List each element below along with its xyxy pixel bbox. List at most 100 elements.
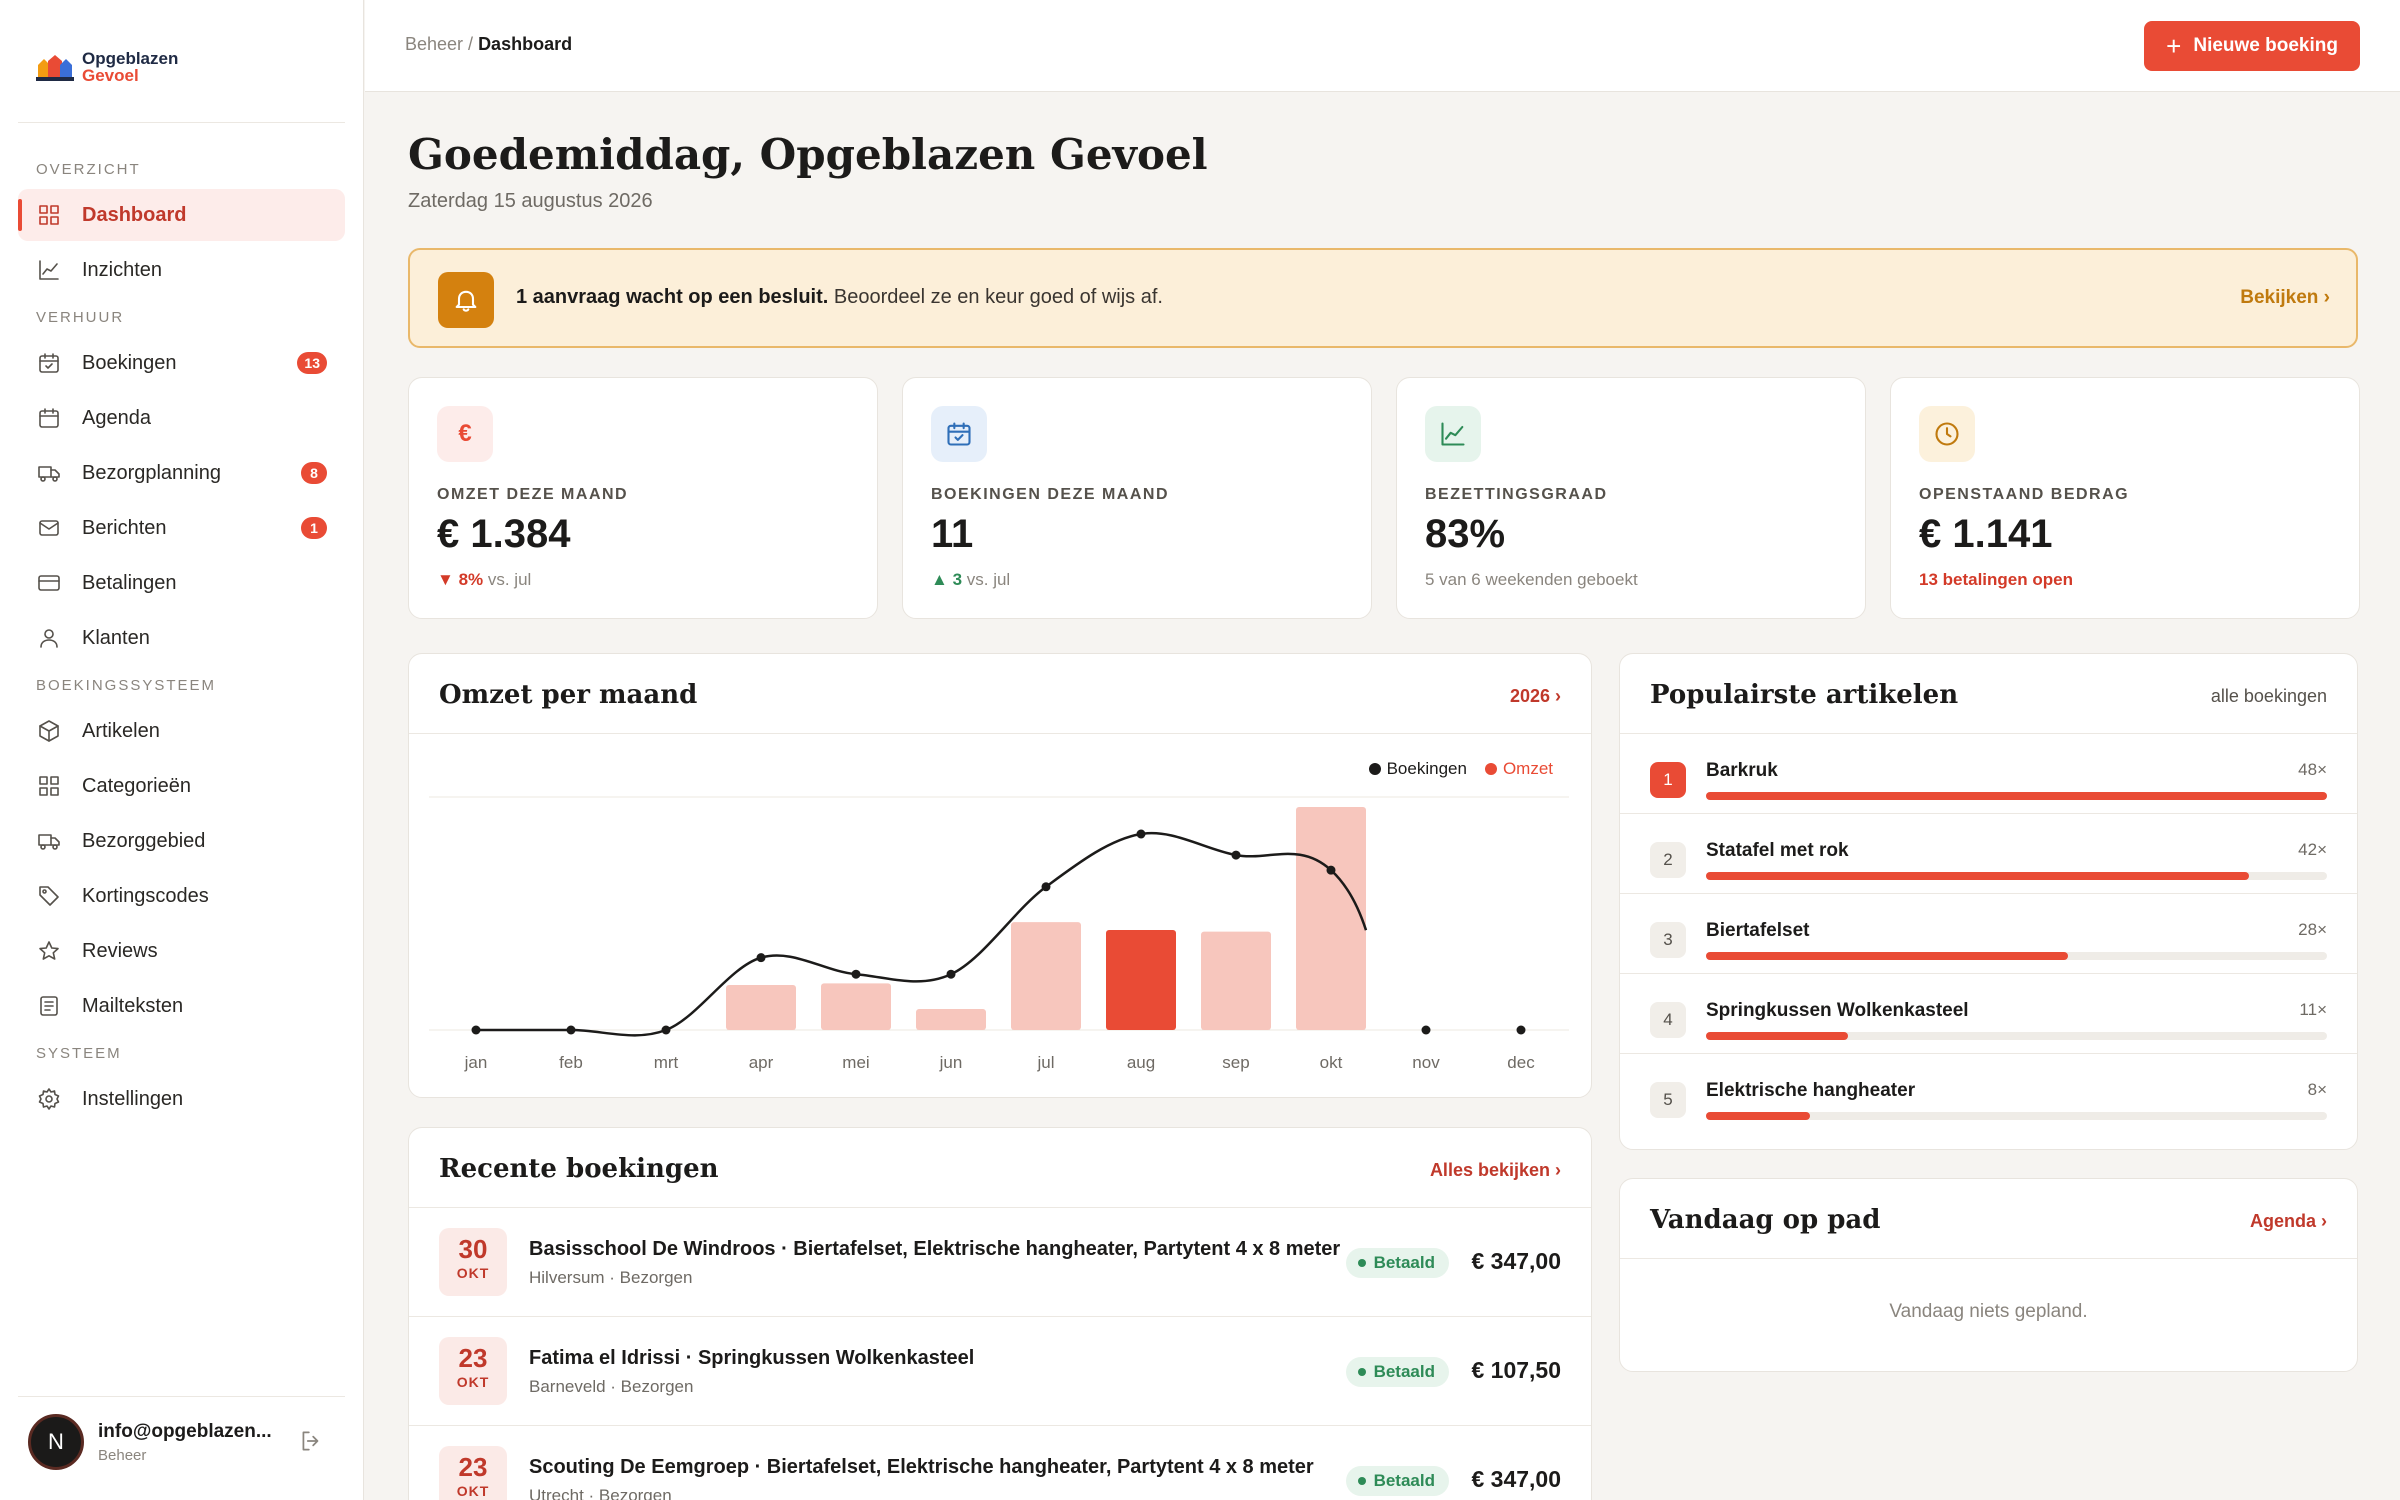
progress-track [1706, 1032, 2327, 1040]
recent-bookings-card: Recente boekingen Alles bekijken › 30 OK… [408, 1127, 1592, 1500]
sidebar-item-dashboard[interactable]: Dashboard [18, 189, 345, 241]
chart-legend: Boekingen Omzet [1368, 759, 1553, 779]
stat-delta: ▼ 8% vs. jul [437, 570, 531, 590]
stat-label: BOEKINGEN DEZE MAAND [931, 486, 1170, 503]
breadcrumb-separator: / [463, 34, 479, 54]
chart-point [1041, 882, 1051, 892]
user-profile[interactable]: N info@opgeblazen... Beheer [28, 1414, 272, 1470]
rank-badge: 2 [1650, 842, 1686, 878]
sidebar-item-kortingscodes[interactable]: Kortingscodes [18, 870, 345, 922]
nav-section-verhuur: VERHUUR [36, 309, 125, 326]
chart-bar [1296, 807, 1366, 1030]
topbar: Beheer / Dashboard + Nieuwe boeking [365, 0, 2400, 92]
view-all-link[interactable]: Alles bekijken › [1429, 1160, 1561, 1180]
chart-point [851, 969, 861, 979]
sidebar-item-label: Boekingen [82, 351, 177, 374]
list-item[interactable]: 2 Statafel met rok 42× [1620, 814, 2357, 894]
booking-row[interactable]: 23 OKT Scouting De Eemgroep · Biertafels… [409, 1426, 1591, 1500]
sidebar-item-bezorgplanning[interactable]: Bezorgplanning 8 [18, 447, 345, 499]
sidebar-item-klanten[interactable]: Klanten [18, 612, 345, 664]
sidebar-item-reviews[interactable]: Reviews [18, 925, 345, 977]
progress-track [1706, 952, 2327, 960]
booking-title: Fatima el Idrissi · Springkussen Wolkenk… [529, 1347, 975, 1369]
booking-row[interactable]: 23 OKT Fatima el Idrissi · Springkussen … [409, 1317, 1591, 1426]
user-email: info@opgeblazen... [98, 1420, 272, 1442]
grid-icon [36, 773, 62, 799]
page-date: Zaterdag 15 augustus 2026 [408, 190, 653, 212]
stat-value: € 1.384 [437, 512, 571, 556]
date-month: OKT [456, 1265, 490, 1281]
list-item[interactable]: 3 Biertafelset 28× [1620, 894, 2357, 974]
alert-view-link[interactable]: Bekijken › [2240, 287, 2330, 308]
sidebar-item-label: Artikelen [82, 719, 160, 742]
sidebar-item-bezorggebied[interactable]: Bezorggebied [18, 815, 345, 867]
list-item[interactable]: 4 Springkussen Wolkenkasteel 11× [1620, 974, 2357, 1054]
stat-note[interactable]: 13 betalingen open [1919, 570, 2073, 589]
sidebar-item-categorieen[interactable]: Categorieën [18, 760, 345, 812]
user-icon [36, 625, 62, 651]
x-tick-label: dec [1507, 1053, 1535, 1072]
sidebar-divider [18, 1396, 345, 1397]
status-label: Betaald [1373, 1253, 1435, 1272]
sidebar: Opgeblazen Gevoel OVERZICHT Dashboard In… [0, 0, 364, 1500]
date-badge: 30 OKT [439, 1228, 507, 1296]
item-name: Elektrische hangheater [1706, 1080, 1916, 1101]
rank-badge: 3 [1650, 922, 1686, 958]
logout-icon[interactable] [298, 1428, 326, 1456]
chart-line-icon [1425, 406, 1481, 462]
x-tick-label: mei [842, 1053, 869, 1072]
today-card: Vandaag op pad Agenda › Vandaag niets ge… [1619, 1178, 2358, 1372]
x-tick-label: jun [939, 1053, 963, 1072]
alert-message-text: Beoordeel ze en keur goed of wijs af. [828, 286, 1163, 308]
new-booking-button[interactable]: + Nieuwe boeking [2144, 21, 2360, 71]
brand-logo[interactable]: Opgeblazen Gevoel [36, 50, 178, 84]
progress-track [1706, 1112, 2327, 1120]
sidebar-item-artikelen[interactable]: Artikelen [18, 705, 345, 757]
year-selector-link[interactable]: 2026 › [1509, 686, 1561, 706]
x-tick-label: nov [1412, 1053, 1440, 1072]
list-item[interactable]: 1 Barkruk 48× [1620, 734, 2357, 814]
status-label: Betaald [1373, 1362, 1435, 1381]
item-count: 28× [2298, 920, 2327, 939]
rank-badge: 1 [1650, 762, 1686, 798]
calendar-check-icon [931, 406, 987, 462]
item-count: 42× [2298, 840, 2327, 859]
page-title: Goedemiddag, Opgeblazen Gevoel [408, 130, 1208, 179]
booking-title: Basisschool De Windroos · Biertafelset, … [529, 1238, 1341, 1260]
item-name: Springkussen Wolkenkasteel [1706, 1000, 1969, 1021]
popular-list: 1 Barkruk 48× 2 Statafel met rok 42× 3 B… [1620, 734, 2357, 1134]
stat-card-revenue: € OMZET DEZE MAAND € 1.384 ▼ 8% vs. jul [408, 377, 878, 619]
tag-icon [36, 883, 62, 909]
sidebar-item-mailteksten[interactable]: Mailteksten [18, 980, 345, 1032]
sidebar-item-instellingen[interactable]: Instellingen [18, 1073, 345, 1125]
gear-icon [36, 1086, 62, 1112]
chart-point [1516, 1025, 1526, 1035]
count-badge: 8 [301, 462, 327, 484]
booking-row[interactable]: 30 OKT Basisschool De Windroos · Biertaf… [409, 1208, 1591, 1317]
sidebar-item-boekingen[interactable]: Boekingen 13 [18, 337, 345, 389]
list-item[interactable]: 5 Elektrische hangheater 8× [1620, 1054, 2357, 1134]
booking-price: € 347,00 [1471, 1248, 1561, 1274]
delta-value: 8% [458, 570, 484, 589]
sidebar-item-inzichten[interactable]: Inzichten [18, 244, 345, 296]
sidebar-item-label: Dashboard [82, 203, 187, 226]
logo-castle-icon [36, 53, 74, 81]
agenda-link[interactable]: Agenda › [2249, 1211, 2327, 1231]
user-role: Beheer [98, 1446, 147, 1464]
item-count: 8× [2307, 1080, 2327, 1099]
chart-bar [916, 1009, 986, 1030]
sidebar-item-agenda[interactable]: Agenda [18, 392, 345, 444]
x-tick-label: sep [1222, 1053, 1249, 1072]
progress-track [1706, 792, 2327, 800]
progress-fill [1706, 952, 2069, 960]
card-title: Populairste artikelen [1650, 680, 1959, 710]
breadcrumb-root[interactable]: Beheer [405, 34, 464, 54]
all-bookings-link[interactable]: alle boekingen [2210, 686, 2327, 706]
delta-suffix: vs. jul [483, 570, 532, 589]
sidebar-item-betalingen[interactable]: Betalingen [18, 557, 345, 609]
sidebar-item-label: Reviews [82, 939, 158, 962]
chart-bar [1201, 931, 1271, 1030]
new-booking-label: Nieuwe boeking [2193, 35, 2338, 56]
sidebar-item-berichten[interactable]: Berichten 1 [18, 502, 345, 554]
booking-location: Utrecht · Bezorgen [529, 1486, 672, 1500]
